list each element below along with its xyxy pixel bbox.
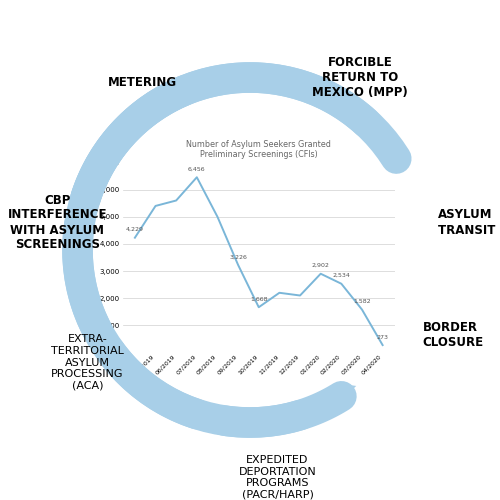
Text: 4,229: 4,229 [126,227,144,232]
Title: Number of Asylum Seekers Granted
Preliminary Screenings (CFIs): Number of Asylum Seekers Granted Prelimi… [186,140,331,159]
Text: 3,226: 3,226 [229,254,247,260]
Text: ASYLUM
TRANSIT BAN: ASYLUM TRANSIT BAN [438,208,500,236]
Text: EXTRA-
TERRITORIAL
ASYLUM
PROCESSING
(ACA): EXTRA- TERRITORIAL ASYLUM PROCESSING (AC… [51,334,124,390]
Text: 273: 273 [376,334,388,340]
Text: EXPEDITED
DEPORTATION
PROGRAMS
(PACR/HARP): EXPEDITED DEPORTATION PROGRAMS (PACR/HAR… [238,455,316,500]
Text: 2,902: 2,902 [312,263,330,268]
Text: METERING: METERING [108,76,177,89]
Text: BORDER
CLOSURE: BORDER CLOSURE [422,321,484,349]
Text: 1,582: 1,582 [353,299,371,304]
Text: 6,456: 6,456 [188,166,206,172]
Text: 2,534: 2,534 [332,273,350,278]
Text: CBP
INTERFERENCE
WITH ASYLUM
SCREENINGS: CBP INTERFERENCE WITH ASYLUM SCREENINGS [8,194,107,252]
Text: FORCIBLE
RETURN TO
MEXICO (MPP): FORCIBLE RETURN TO MEXICO (MPP) [312,56,408,99]
Text: 1,668: 1,668 [250,296,268,302]
